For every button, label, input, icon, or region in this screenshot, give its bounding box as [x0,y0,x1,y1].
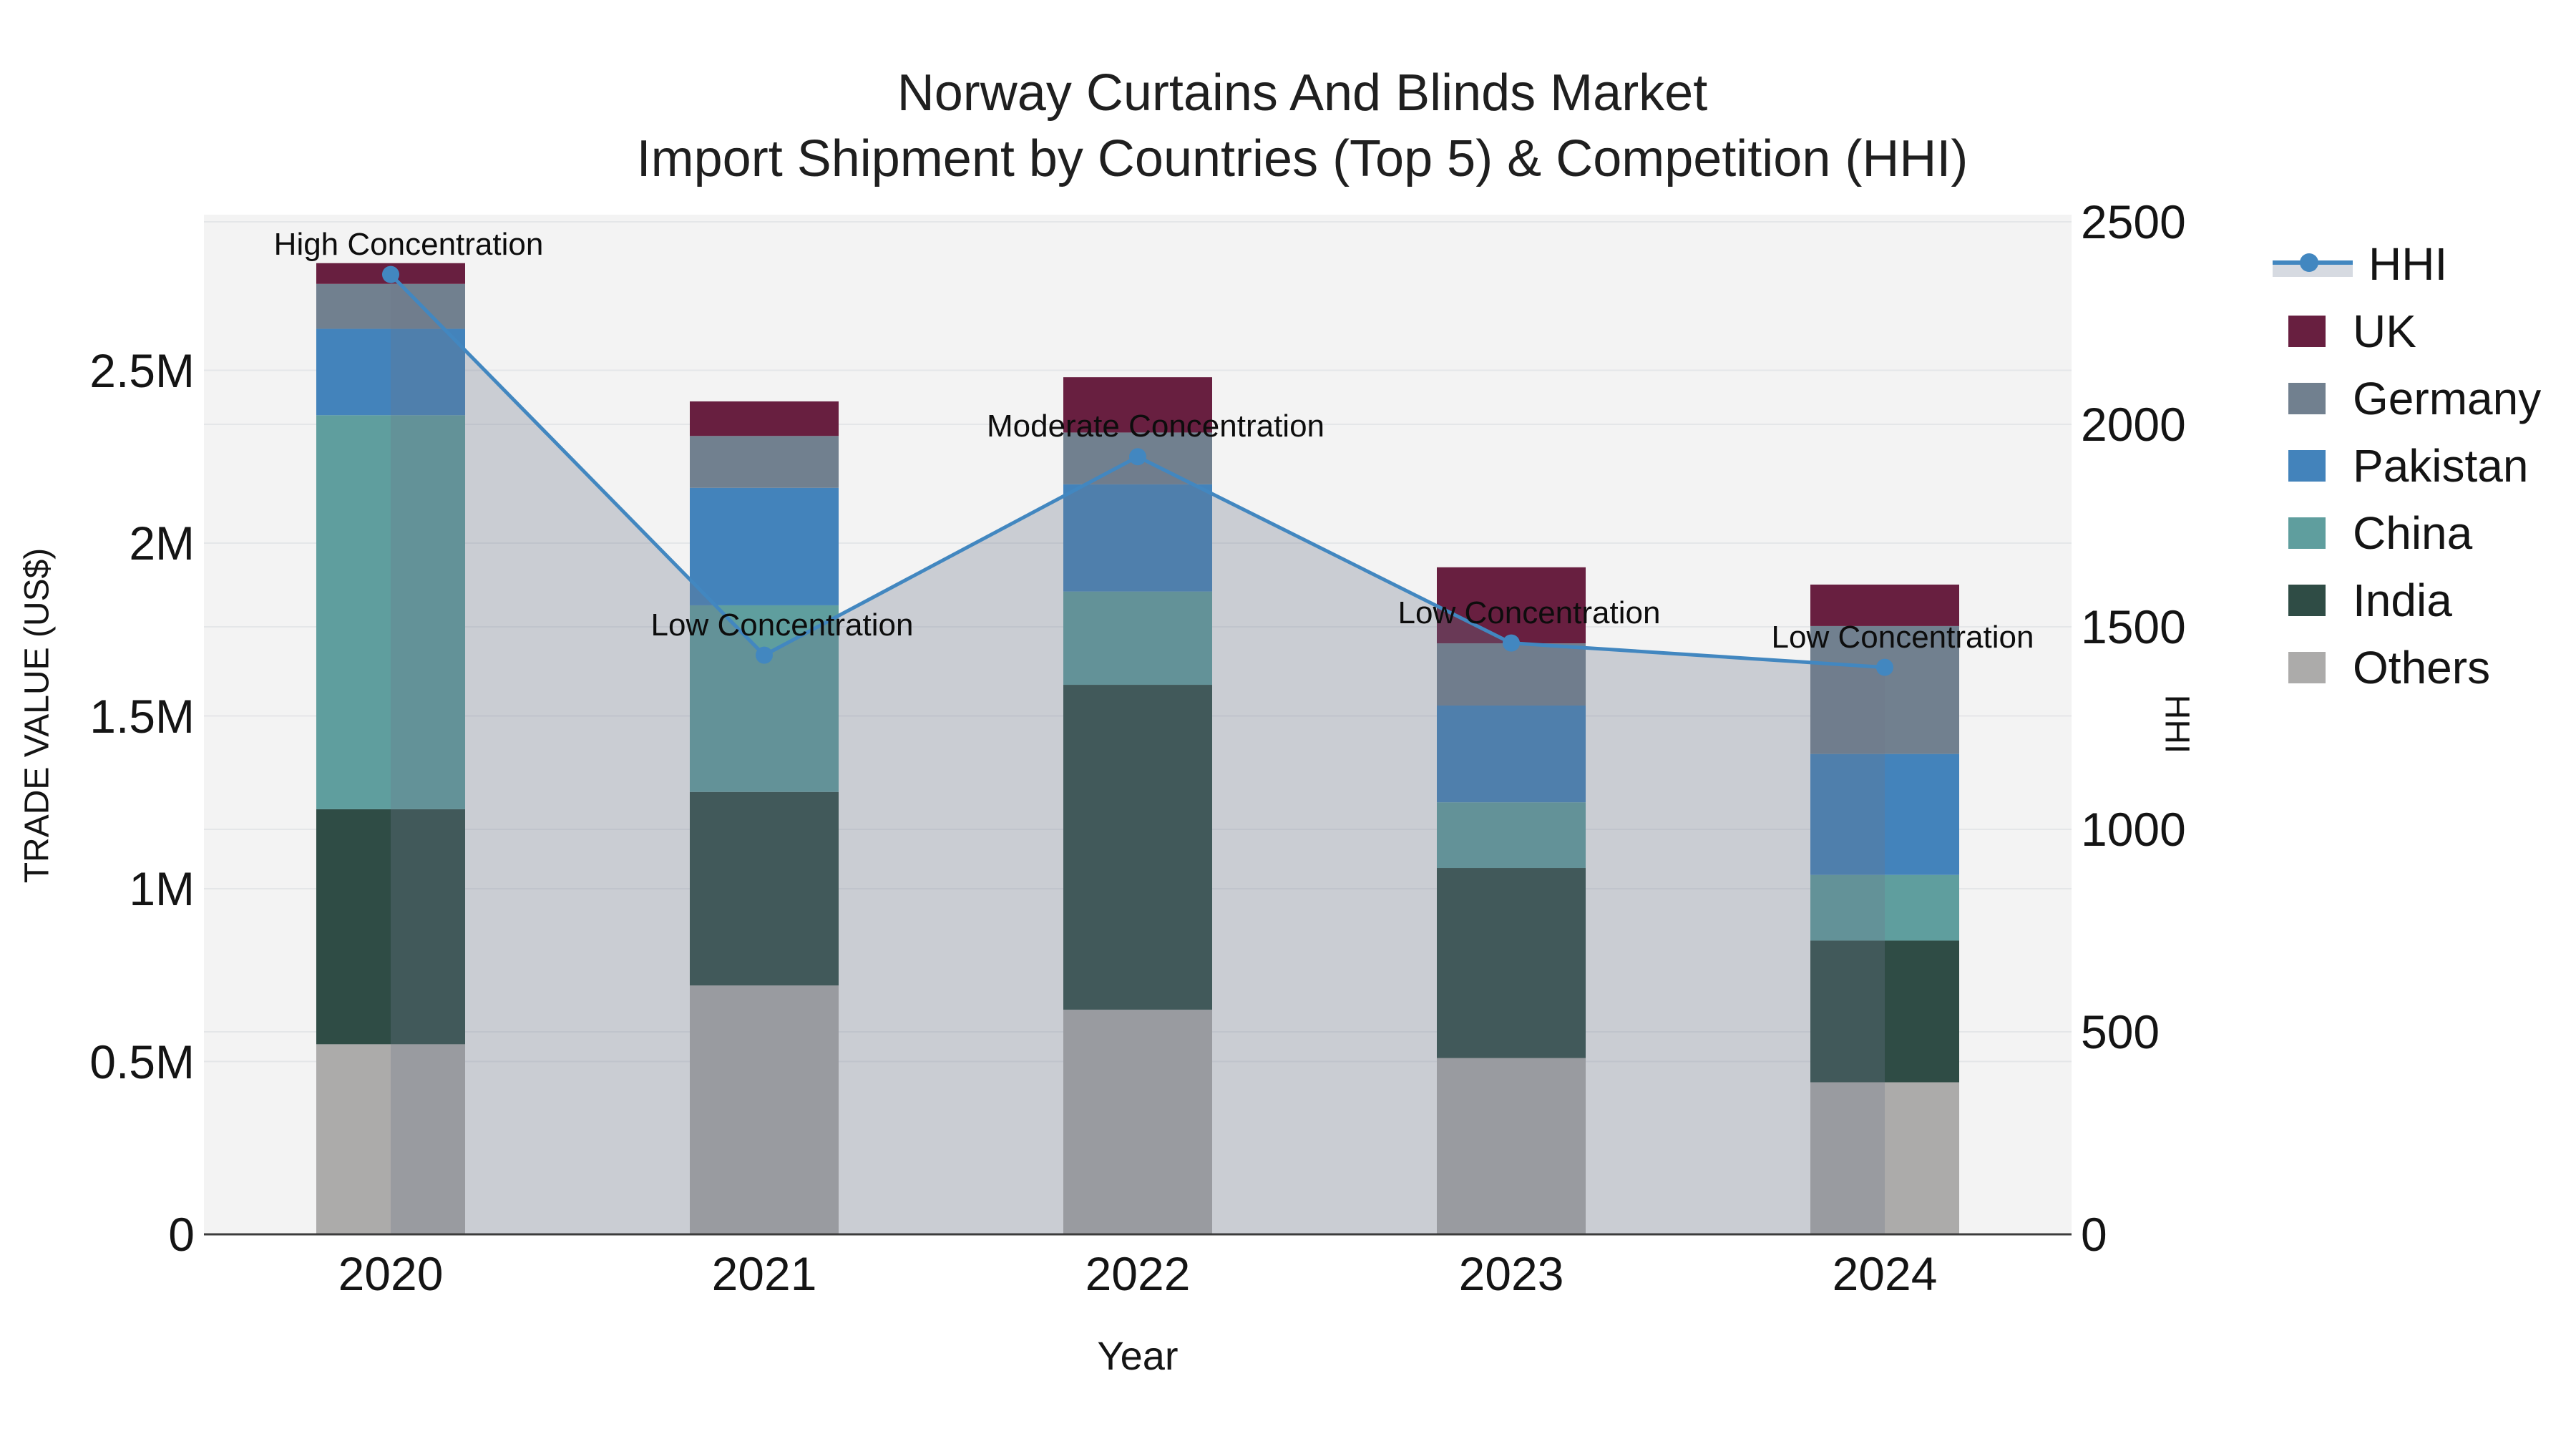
bar-segment-2024-China[interactable] [1810,874,1959,941]
legend-label-india: India [2353,575,2452,626]
hhi-line-swatch-icon [2273,248,2353,280]
bar-segment-2020-Pakistan[interactable] [316,328,465,416]
legend-item-germany[interactable]: Germany [2273,365,2541,432]
annotation-2021: Low Concentration [650,607,914,643]
bar-segment-2021-China[interactable] [690,605,839,792]
hhi-marker-2023[interactable] [1503,634,1520,652]
bar-segment-2022-India[interactable] [1063,685,1212,1010]
legend-label-china: China [2353,507,2473,559]
chart-title-line1: Norway Curtains And Blinds Market [897,64,1708,122]
bar-segment-2023-China[interactable] [1437,802,1586,869]
y-axis-left-title: TRADE VALUE (US$) [18,547,57,884]
bar-segment-2020-Germany[interactable] [316,283,465,329]
x-tick-label-2024: 2024 [1832,1247,1938,1300]
hhi-marker-2020[interactable] [382,265,399,283]
bar-segment-2021-UK[interactable] [690,401,839,436]
y-left-tick-label-1.5M: 1.5M [89,689,195,743]
legend-label-pakistan: Pakistan [2353,440,2529,492]
bar-segment-2021-Germany[interactable] [690,436,839,488]
bar-segment-2024-UK[interactable] [1810,584,1959,626]
legend-item-others[interactable]: Others [2273,634,2541,701]
legend-swatch-pakistan-icon [2288,450,2326,482]
legend-label-germany: Germany [2353,373,2542,424]
y-right-tick-label-2000: 2000 [2081,398,2186,451]
x-tick-label-2020: 2020 [338,1247,444,1300]
legend-label-others: Others [2353,642,2491,693]
bar-segment-2021-Others[interactable] [690,985,839,1234]
annotation-2024: Low Concentration [1771,619,2034,655]
y-left-tick-label-2M: 2M [129,517,195,570]
bar-segment-2022-Others[interactable] [1063,1010,1212,1234]
annotation-2022: Moderate Concentration [986,409,1325,444]
bar-segment-2022-China[interactable] [1063,591,1212,686]
y-left-tick-label-2.5M: 2.5M [89,343,195,397]
bar-segment-2022-UK[interactable] [1063,377,1212,433]
legend-swatch-germany-icon [2288,383,2326,414]
bar-segment-2020-China[interactable] [316,415,465,809]
hhi-marker-2021[interactable] [756,646,773,664]
y-right-tick-label-2500: 2500 [2081,195,2186,248]
y-right-tick-label-1500: 1500 [2081,600,2186,653]
bar-segment-2024-Others[interactable] [1810,1082,1959,1234]
legend-swatch-uk-icon [2288,316,2326,347]
bar-segment-2024-Germany[interactable] [1810,625,1959,754]
bar-segment-2024-Pakistan[interactable] [1810,753,1959,875]
x-tick-label-2021: 2021 [711,1247,817,1300]
legend-item-china[interactable]: China [2273,499,2541,567]
y-axis-right-title: HHI [2157,694,2196,754]
legend-swatch-china-icon [2288,517,2326,549]
x-axis-title: Year [1097,1333,1179,1378]
hhi-marker-glyph [2300,253,2318,272]
bar-segment-2020-India[interactable] [316,809,465,1045]
bar-segment-2021-India[interactable] [690,791,839,986]
bar-segment-2023-Pakistan[interactable] [1437,706,1586,803]
bar-segment-2020-Others[interactable] [316,1044,465,1234]
annotation-2023: Low Concentration [1397,595,1661,630]
hhi-marker-2024[interactable] [1876,658,1893,676]
y-left-tick-label-0.5M: 0.5M [89,1035,195,1088]
bar-segment-2023-Others[interactable] [1437,1058,1586,1234]
y-right-tick-label-500: 500 [2081,1005,2160,1058]
annotation-2020: High Concentration [273,226,544,262]
bar-segment-2022-Pakistan[interactable] [1063,484,1212,592]
chart-title-line2: Import Shipment by Countries (Top 5) & C… [636,130,1968,187]
y-right-tick-label-1000: 1000 [2081,803,2186,856]
bar-segment-2024-India[interactable] [1810,940,1959,1083]
x-tick-label-2023: 2023 [1458,1247,1564,1300]
legend-swatch-others-icon [2288,652,2326,683]
x-tick-label-2022: 2022 [1085,1247,1191,1300]
chart-title: Norway Curtains And Blinds Market Import… [637,60,1968,192]
legend-swatch-india-icon [2288,585,2326,616]
legend-item-uk[interactable]: UK [2273,298,2541,365]
legend-item-pakistan[interactable]: Pakistan [2273,432,2541,499]
legend-label-hhi: HHI [2368,238,2448,290]
y-left-tick-label-1M: 1M [129,862,195,915]
bar-segment-2023-UK[interactable] [1437,567,1586,644]
y-right-tick-label-0: 0 [2081,1208,2107,1261]
bar-segment-2021-Pakistan[interactable] [690,487,839,605]
bar-segment-2023-Germany[interactable] [1437,643,1586,706]
hhi-marker-2022[interactable] [1129,448,1146,466]
y-left-tick-label-0: 0 [168,1208,195,1261]
legend-item-india[interactable]: India [2273,567,2541,634]
legend-item-hhi[interactable]: HHI [2273,230,2541,298]
hhi-area-fill [391,274,1885,1235]
bar-segment-2023-India[interactable] [1437,868,1586,1058]
legend: HHI UK Germany Pakistan China India Others [2273,230,2541,701]
legend-label-uk: UK [2353,306,2416,357]
